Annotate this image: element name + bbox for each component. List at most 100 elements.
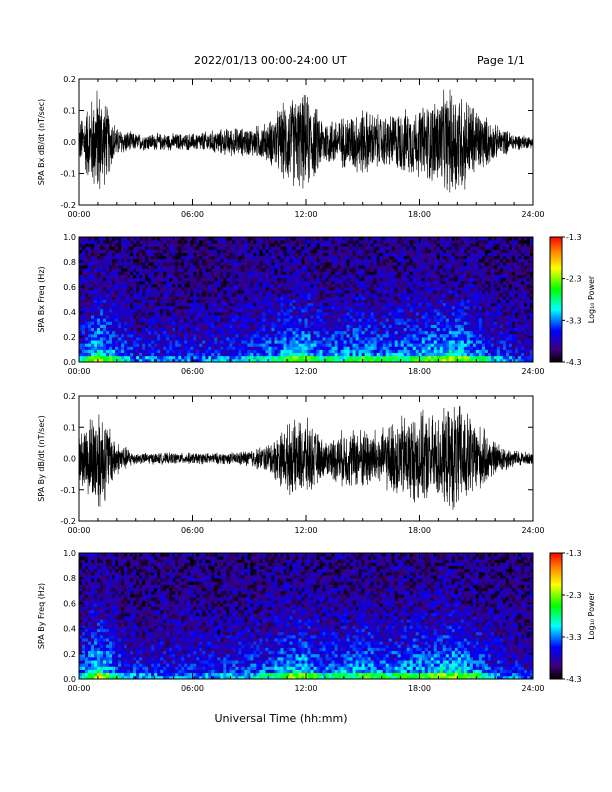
- heatmap-cell: [358, 318, 363, 322]
- heatmap-cell: [343, 265, 347, 269]
- heatmap-cell: [376, 305, 381, 310]
- heatmap-cell: [256, 249, 260, 254]
- heatmap-cell: [79, 290, 83, 294]
- heatmap-cell: [439, 293, 444, 297]
- heatmap-cell: [208, 265, 212, 269]
- heatmap-cell: [292, 337, 296, 341]
- heatmap-cell: [265, 262, 269, 266]
- heatmap-cell: [340, 249, 344, 254]
- heatmap-cell: [373, 352, 378, 357]
- heatmap-cell: [343, 287, 347, 291]
- heatmap-cell: [295, 340, 299, 344]
- heatmap-cell: [82, 330, 86, 335]
- heatmap-cell: [103, 302, 107, 307]
- heatmap-cell: [196, 237, 200, 241]
- heatmap-cell: [394, 321, 399, 325]
- heatmap-cell: [391, 312, 396, 316]
- heatmap-cell: [163, 321, 167, 325]
- heatmap-cell: [256, 327, 260, 332]
- heatmap-cell: [166, 280, 170, 285]
- heatmap-cell: [382, 321, 387, 325]
- heatmap-cell: [445, 302, 450, 307]
- heatmap-cell: [208, 330, 212, 335]
- heatmap-cell: [289, 358, 293, 363]
- heatmap-cell: [355, 283, 360, 288]
- heatmap-cell: [388, 280, 393, 285]
- heatmap-cell: [235, 318, 239, 322]
- heatmap-cell: [223, 333, 227, 338]
- heatmap-cell: [286, 333, 290, 338]
- heatmap-cell: [139, 290, 143, 294]
- heatmap-cell: [397, 258, 402, 263]
- heatmap-cell: [334, 290, 338, 294]
- heatmap-cell: [178, 324, 182, 329]
- heatmap-cell: [307, 274, 311, 279]
- heatmap-cell: [280, 346, 284, 350]
- heatmap-cell: [184, 240, 188, 244]
- heatmap-cell: [220, 252, 224, 257]
- heatmap-cell: [109, 246, 113, 250]
- heatmap-cell: [250, 249, 254, 254]
- heatmap-cell: [88, 318, 92, 322]
- heatmap-cell: [142, 358, 146, 363]
- heatmap-cell: [151, 287, 155, 291]
- heatmap-cell: [109, 312, 113, 316]
- heatmap-cell: [271, 252, 275, 257]
- heatmap-cell: [337, 240, 341, 244]
- heatmap-cell: [364, 321, 369, 325]
- heatmap-cell: [313, 271, 317, 275]
- heatmap-cell: [340, 252, 344, 257]
- heatmap-cell: [361, 277, 366, 282]
- heatmap-cell: [238, 296, 242, 300]
- heatmap-cell: [304, 246, 308, 250]
- heatmap-cell: [145, 243, 149, 247]
- heatmap-cell: [445, 277, 450, 282]
- heatmap-cell: [208, 355, 212, 360]
- heatmap-cell: [316, 280, 320, 285]
- heatmap-cell: [178, 271, 182, 275]
- heatmap-cell: [103, 271, 107, 275]
- heatmap-cell: [91, 237, 95, 241]
- heatmap-cell: [268, 333, 272, 338]
- heatmap-cell: [148, 262, 152, 266]
- heatmap-cell: [298, 337, 302, 341]
- heatmap-cell: [220, 321, 224, 325]
- heatmap-cell: [214, 293, 218, 297]
- heatmap-cell: [184, 358, 188, 363]
- heatmap-cell: [214, 249, 218, 254]
- heatmap-cell: [244, 258, 248, 263]
- heatmap-cell: [208, 340, 212, 344]
- heatmap-cell: [268, 327, 272, 332]
- heatmap-cell: [136, 271, 140, 275]
- heatmap-cell: [145, 315, 149, 319]
- heatmap-cell: [79, 262, 83, 266]
- heatmap-cell: [334, 262, 338, 266]
- heatmap-cell: [133, 255, 137, 260]
- heatmap-cell: [82, 246, 86, 250]
- heatmap-cell: [370, 318, 375, 322]
- heatmap-cell: [124, 262, 128, 266]
- heatmap-cell: [79, 296, 83, 300]
- heatmap-cell: [241, 340, 245, 344]
- heatmap-cell: [427, 258, 432, 263]
- heatmap-cell: [436, 349, 441, 354]
- heatmap-cell: [235, 321, 239, 325]
- heatmap-cell: [424, 302, 429, 307]
- heatmap-cell: [271, 237, 275, 241]
- heatmap-cell: [232, 349, 236, 354]
- heatmap-cell: [415, 240, 420, 244]
- heatmap-cell: [148, 258, 152, 263]
- heatmap-cell: [199, 315, 203, 319]
- heatmap-cell: [244, 280, 248, 285]
- heatmap-cell: [133, 293, 137, 297]
- heatmap-cell: [211, 308, 215, 313]
- heatmap-cell: [151, 302, 155, 307]
- heatmap-cell: [196, 343, 200, 347]
- heatmap-cell: [265, 330, 269, 335]
- heatmap-cell: [109, 237, 113, 241]
- heatmap-cell: [424, 333, 429, 338]
- heatmap-cell: [133, 321, 137, 325]
- heatmap-cell: [175, 246, 179, 250]
- heatmap-cell: [400, 333, 405, 338]
- heatmap-cell: [289, 315, 293, 319]
